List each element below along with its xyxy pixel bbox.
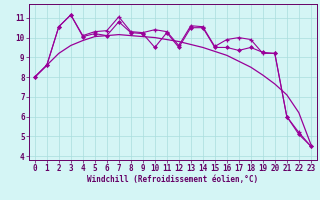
X-axis label: Windchill (Refroidissement éolien,°C): Windchill (Refroidissement éolien,°C) <box>87 175 258 184</box>
